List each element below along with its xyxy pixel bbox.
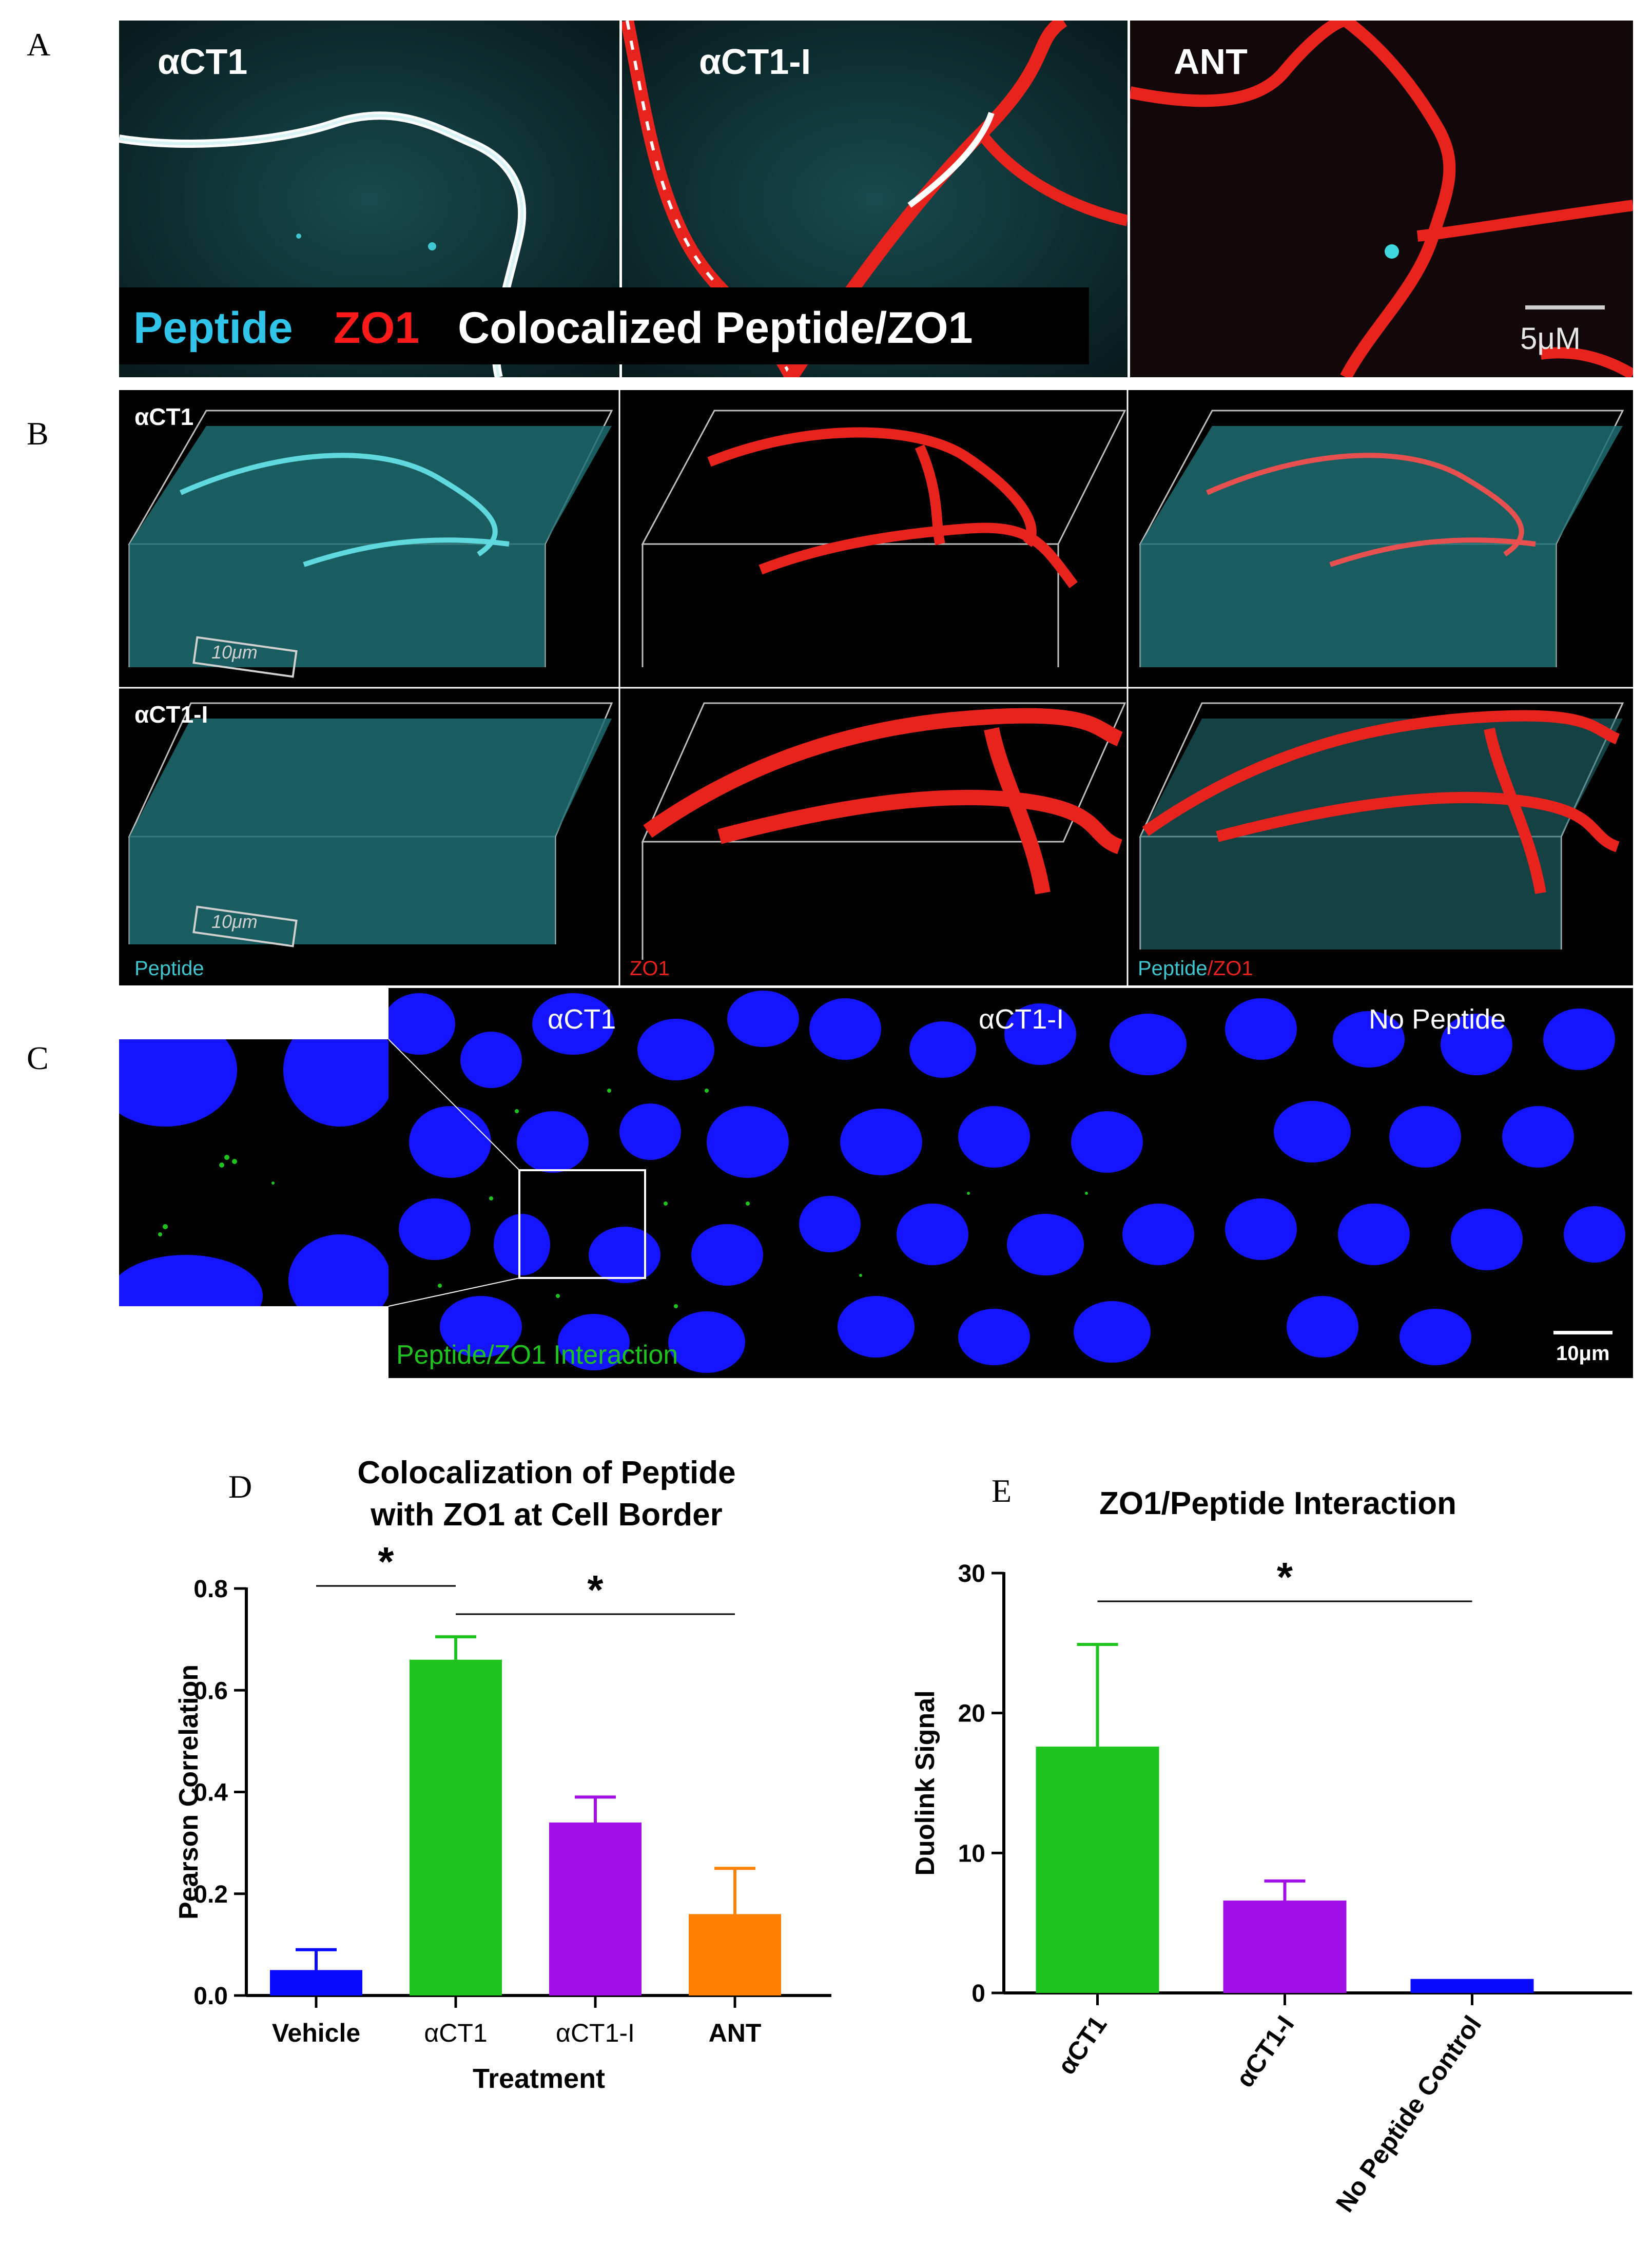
y-axis-label: Pearson Correlation bbox=[174, 1664, 204, 1920]
c-tile-label-act1i: αCT1-I bbox=[979, 1004, 1064, 1035]
a-tile-label-act1i: αCT1-I bbox=[699, 42, 811, 82]
bar-αCT1 bbox=[1036, 1747, 1159, 1993]
b-merge-zo1: ZO1 bbox=[1213, 957, 1253, 980]
b-merge-peptide: Peptide bbox=[1138, 957, 1208, 980]
y-axis-label: Duolink Signal bbox=[910, 1690, 940, 1875]
b-row-label-act1i: αCT1-I bbox=[134, 701, 208, 728]
b-channel-merge: Peptide/ZO1 bbox=[1138, 957, 1253, 980]
a-tile-label-ant: ANT bbox=[1174, 42, 1248, 82]
y-tick-label: 20 bbox=[958, 1700, 985, 1728]
x-axis-label: Treatment bbox=[473, 2063, 605, 2094]
c-caption: Peptide/ZO1 Interaction bbox=[396, 1340, 678, 1370]
significance-star: * bbox=[587, 1567, 604, 1613]
bar-Vehicle bbox=[270, 1970, 362, 1995]
b-scale-label-1: 10μm bbox=[211, 642, 258, 663]
micrograph-c-act1: αCT1 Peptide/ZO1 Interaction bbox=[388, 988, 799, 1378]
x-tick-label: αCT1-I bbox=[556, 2019, 635, 2047]
panel-label-a: A bbox=[27, 26, 51, 63]
chart-d: Colocalization of Peptide with ZO1 at Cel… bbox=[174, 1455, 831, 2094]
x-tick-label: αCT1 bbox=[1052, 2010, 1113, 2080]
b-row-label-act1: αCT1 bbox=[134, 403, 194, 430]
y-tick-label: 10 bbox=[958, 1840, 985, 1867]
y-tick-label: 0.0 bbox=[193, 1983, 228, 2010]
y-tick-label: 0.8 bbox=[193, 1576, 228, 1603]
b-channel-peptide: Peptide bbox=[134, 957, 204, 980]
micrograph-a-act1: αCT1 bbox=[119, 21, 619, 377]
c-tile-label-nopeptide: No Peptide bbox=[1369, 1004, 1506, 1035]
micrograph-c-nopeptide: No Peptide 10μm bbox=[1220, 988, 1633, 1378]
y-tick-label: 0.6 bbox=[193, 1677, 228, 1704]
x-tick-label: αCT1-I bbox=[1230, 2010, 1299, 2092]
x-tick-label: αCT1 bbox=[424, 2019, 487, 2047]
b-channel-zo1: ZO1 bbox=[630, 957, 670, 980]
chart-title-line: Colocalization of Peptide bbox=[357, 1455, 735, 1490]
x-tick-label: No Peptide Control bbox=[1330, 2010, 1487, 2217]
micrograph-c-zoom bbox=[119, 1039, 388, 1306]
legend-zo1: ZO1 bbox=[334, 303, 420, 353]
panel-b-frame: αCT1 αCT1-I 10μm 10μm Peptide ZO1 Peptid… bbox=[119, 390, 1633, 985]
legend-colocalized: Colocalized Peptide/ZO1 bbox=[458, 303, 973, 353]
bar-αCT1-I bbox=[549, 1822, 642, 1995]
micrograph-a-ant: ANT 5μM bbox=[1130, 21, 1633, 377]
chart-title-line: with ZO1 at Cell Border bbox=[370, 1497, 723, 1533]
significance-star: * bbox=[378, 1539, 394, 1584]
y-tick-label: 0 bbox=[971, 1980, 985, 2007]
a-scale-label: 5μM bbox=[1520, 321, 1581, 356]
x-tick-label: Vehicle bbox=[272, 2019, 360, 2047]
bar-αCT1 bbox=[410, 1659, 502, 1995]
y-tick-label: 30 bbox=[958, 1560, 985, 1587]
c-scale-bar bbox=[1553, 1331, 1612, 1334]
y-tick-label: 0.4 bbox=[193, 1779, 228, 1807]
y-tick-label: 0.2 bbox=[193, 1881, 228, 1908]
significance-star: * bbox=[1277, 1554, 1293, 1600]
bar-No Peptide Control bbox=[1410, 1979, 1534, 1993]
b-merge-slash: / bbox=[1207, 957, 1213, 980]
x-tick-label: ANT bbox=[709, 2019, 762, 2047]
bar-αCT1-I bbox=[1223, 1901, 1347, 1993]
bar-ANT bbox=[689, 1914, 781, 1995]
a-scale-bar bbox=[1525, 305, 1605, 309]
panel-label-b: B bbox=[27, 415, 49, 452]
chart-e: ZO1/Peptide Interaction 0 10 20 30 Duolink Si… bbox=[910, 1486, 1632, 2217]
panel-label-e: E bbox=[992, 1472, 1012, 1509]
legend-peptide: Peptide bbox=[133, 303, 293, 353]
c-tile-label-act1: αCT1 bbox=[548, 1004, 616, 1035]
panel-label-c: C bbox=[27, 1040, 49, 1076]
a-legend-box: Peptide ZO1 Colocalized Peptide/ZO1 bbox=[119, 287, 1089, 364]
panel-label-d: D bbox=[228, 1468, 252, 1505]
chart-title-line: ZO1/Peptide Interaction bbox=[1099, 1486, 1456, 1521]
micrograph-c-act1i: αCT1-I bbox=[799, 988, 1220, 1378]
c-scale-label: 10μm bbox=[1556, 1342, 1610, 1365]
b-scale-label-2: 10μm bbox=[211, 911, 258, 932]
a-tile-label-act1: αCT1 bbox=[158, 42, 248, 82]
